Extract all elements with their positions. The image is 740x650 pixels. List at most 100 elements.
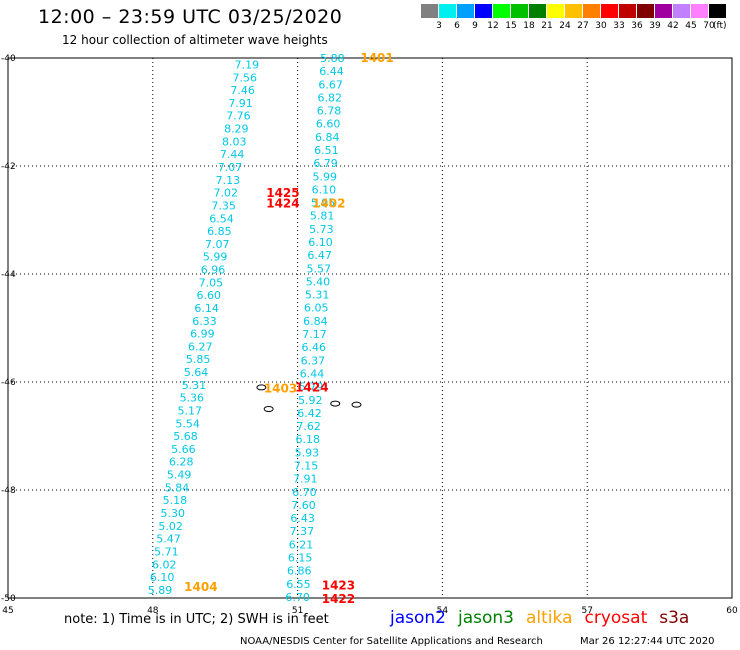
- legend-label: 70: [703, 21, 715, 31]
- legend-label: 24: [559, 21, 571, 31]
- wave-height-label: 6.47: [307, 249, 332, 262]
- wave-height-label: 5.54: [175, 417, 200, 430]
- island-outline: [263, 406, 274, 412]
- wave-height-label: 6.43: [290, 512, 315, 525]
- wave-height-label: 5.31: [182, 379, 207, 392]
- y-tick-label: -42: [1, 162, 16, 172]
- wave-height-label: 7.07: [218, 161, 243, 174]
- wave-height-label: 6.85: [207, 225, 232, 238]
- legend-label: 45: [685, 21, 697, 31]
- wave-height-label: 6.99: [190, 328, 215, 341]
- legend-swatch: [709, 4, 726, 18]
- wave-height-label: 6.46: [301, 341, 326, 354]
- legend-swatch: [547, 4, 564, 18]
- wave-height-label: 6.51: [314, 144, 339, 157]
- map-frame: [7, 57, 733, 599]
- legend-label: 9: [472, 21, 478, 31]
- wave-height-label: 6.14: [194, 302, 219, 315]
- note-text: note: 1) Time is in UTC; 2) SWH is in fe…: [64, 612, 329, 627]
- island-outline: [351, 401, 362, 408]
- wave-height-label: 6.70: [285, 591, 310, 604]
- legend-swatch: [529, 4, 546, 18]
- wave-height-label: 7.07: [205, 238, 230, 251]
- timestamp-text: Mar 26 12:27:44 UTC 2020: [580, 636, 715, 647]
- wave-height-label: 6.44: [319, 65, 344, 78]
- y-tick-label: -46: [1, 378, 16, 388]
- legend-swatch: [673, 4, 690, 18]
- wave-height-label: 5.36: [180, 392, 205, 405]
- wave-height-label: 6.10: [308, 236, 333, 249]
- wave-height-label: 7.17: [302, 328, 327, 341]
- wave-height-label: 7.44: [220, 148, 245, 161]
- legend-label: 21: [541, 21, 553, 31]
- pass-number-label: 1403: [264, 381, 297, 395]
- wave-height-label: 5.93: [295, 446, 320, 459]
- wave-height-label: 8.03: [222, 135, 247, 148]
- y-tick-label: -40: [1, 54, 16, 64]
- wave-height-label: 5.68: [173, 430, 198, 443]
- legend-label: 30: [595, 21, 607, 31]
- map-title: 12:00 – 23:59 UTC 03/25/2020: [38, 6, 343, 28]
- wave-height-label: 6.05: [304, 302, 329, 315]
- wave-height-label: 5.89: [148, 584, 173, 597]
- pass-number-label: 1422: [322, 592, 355, 606]
- wave-height-label: 7.76: [226, 110, 251, 123]
- pass-number-label: 1401: [360, 51, 393, 65]
- wave-height-label: 7.02: [213, 187, 238, 200]
- legend-label: 33: [613, 21, 625, 31]
- pass-number-label: 1423: [322, 579, 355, 593]
- satellite-jason3-label: jason3: [458, 608, 514, 628]
- legend-unit: (ft): [713, 21, 727, 31]
- legend-swatch: [439, 4, 456, 18]
- legend-swatch: [637, 4, 654, 18]
- legend-label: 39: [649, 21, 661, 31]
- satellite-jason2-label: jason2: [390, 608, 446, 628]
- wave-height-label: 7.19: [235, 58, 260, 71]
- wave-height-label: 7.35: [211, 199, 236, 212]
- wave-height-label: 7.60: [291, 499, 316, 512]
- wave-height-label: 7.91: [293, 473, 318, 486]
- wave-height-label: 6.42: [297, 407, 322, 420]
- wave-height-label: 6.15: [288, 551, 313, 564]
- wave-height-label: 6.60: [197, 289, 222, 302]
- legend-label: 12: [487, 21, 499, 31]
- legend-label: 15: [505, 21, 517, 31]
- wave-height-label: 6.37: [301, 354, 326, 367]
- island-outline: [256, 384, 267, 391]
- legend-label: 6: [454, 21, 460, 31]
- wave-height-label: 6.84: [315, 131, 340, 144]
- legend-label: 3: [436, 21, 442, 31]
- legend-label: 27: [577, 21, 589, 31]
- wave-height-label: 5.71: [154, 545, 179, 558]
- wave-height-label: 5.88: [320, 52, 345, 65]
- wave-height-label: 6.70: [292, 486, 317, 499]
- x-tick-label: 54: [437, 606, 449, 616]
- legend-swatch: [421, 4, 438, 18]
- wave-height-label: 7.62: [296, 420, 321, 433]
- satellite-s3a-label: s3a: [659, 608, 690, 628]
- wave-height-label: 7.05: [199, 276, 224, 289]
- legend-swatch: [475, 4, 492, 18]
- wave-height-label: 5.40: [306, 275, 331, 288]
- x-tick-label: 48: [147, 606, 159, 616]
- pass-number-label: 1404: [184, 580, 217, 594]
- wave-height-label: 5.99: [312, 170, 337, 183]
- wave-height-label: 6.21: [289, 538, 314, 551]
- wave-height-label: 6.84: [303, 315, 328, 328]
- wave-height-label: 5.18: [163, 494, 188, 507]
- wave-height-label: 5.99: [203, 251, 228, 264]
- legend-swatch: [619, 4, 636, 18]
- wave-height-label: 7.91: [228, 97, 253, 110]
- wave-height-label: 7.46: [230, 84, 255, 97]
- wave-height-label: 5.73: [309, 223, 334, 236]
- legend-label: 36: [631, 21, 643, 31]
- pass-number-label: 1424: [295, 380, 328, 394]
- wave-height-label: 6.79: [313, 157, 338, 170]
- wave-height-label: 5.79: [299, 381, 324, 394]
- wave-height-label: 5.17: [177, 404, 202, 417]
- legend-label: 42: [667, 21, 679, 31]
- wave-height-label: 6.54: [209, 212, 234, 225]
- y-tick-label: -44: [1, 270, 16, 280]
- wave-height-label: 6.10: [150, 571, 175, 584]
